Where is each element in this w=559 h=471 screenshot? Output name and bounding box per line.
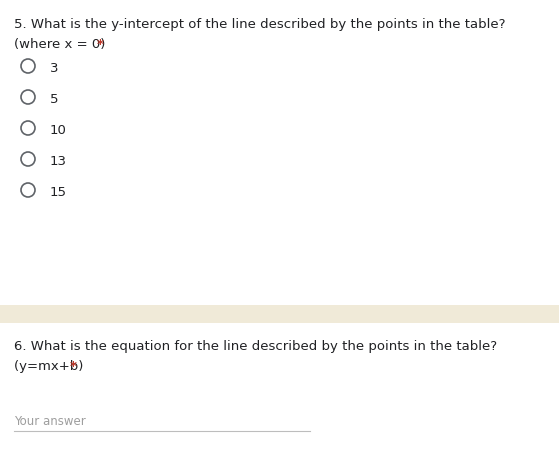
Text: *: *: [70, 360, 77, 373]
Text: 13: 13: [50, 155, 67, 168]
Text: 3: 3: [50, 62, 59, 75]
FancyBboxPatch shape: [0, 305, 559, 323]
Text: 5: 5: [50, 93, 59, 106]
Text: *: *: [97, 38, 104, 51]
Text: Your answer: Your answer: [14, 415, 86, 428]
Text: (where x = 0): (where x = 0): [14, 38, 110, 51]
Text: (y=mx+b): (y=mx+b): [14, 360, 88, 373]
Text: 15: 15: [50, 186, 67, 199]
Text: 10: 10: [50, 124, 67, 137]
Text: 6. What is the equation for the line described by the points in the table?: 6. What is the equation for the line des…: [14, 340, 497, 353]
Text: 5. What is the y-intercept of the line described by the points in the table?: 5. What is the y-intercept of the line d…: [14, 18, 505, 31]
